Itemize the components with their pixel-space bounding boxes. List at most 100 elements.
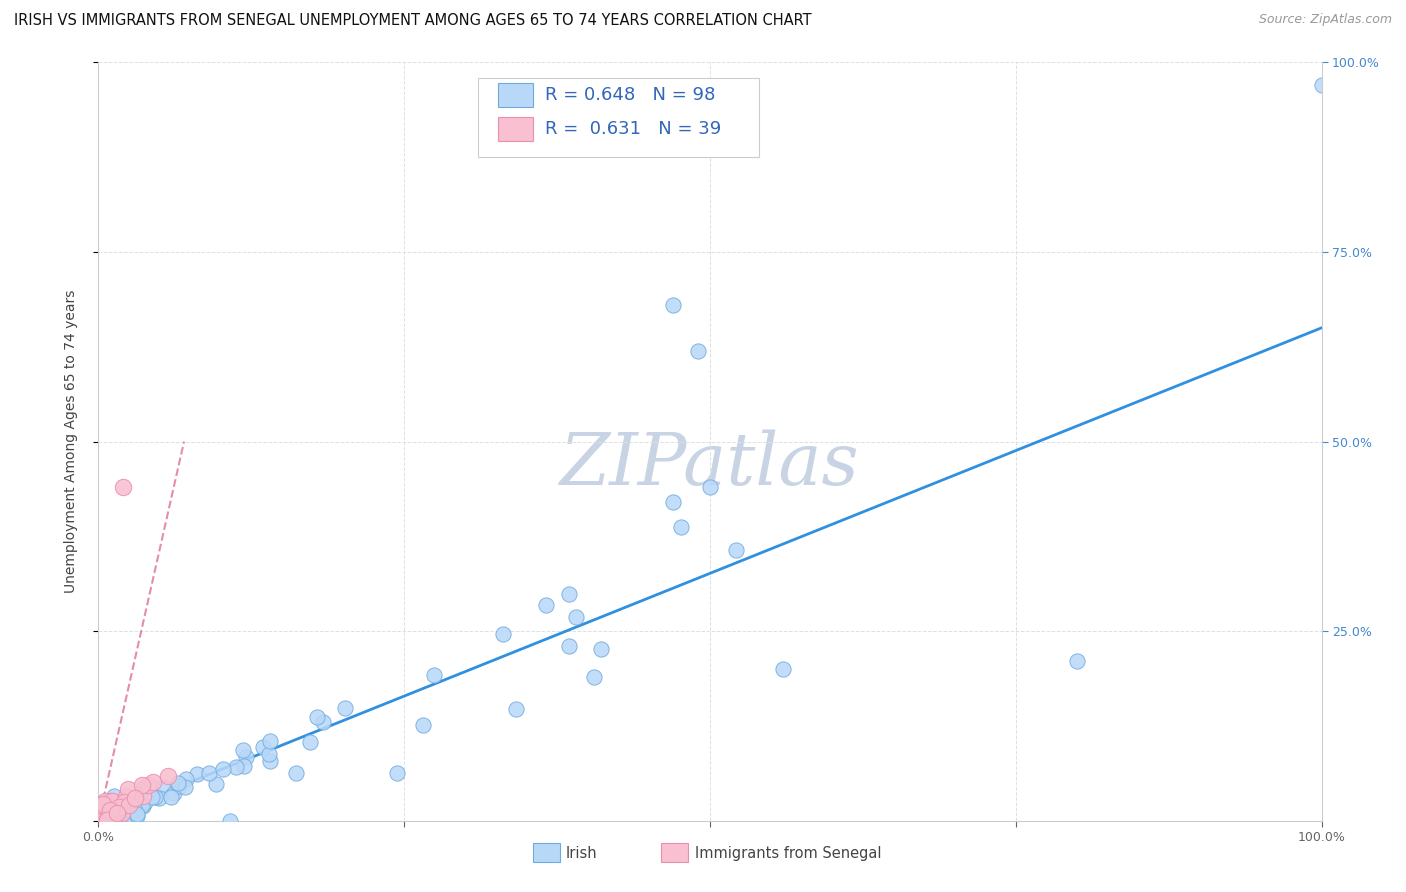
Point bbox=[725, 543, 748, 558]
Text: ZIPatlas: ZIPatlas bbox=[560, 429, 860, 500]
Point bbox=[134, 795, 156, 809]
Point bbox=[97, 813, 120, 827]
Point bbox=[118, 798, 141, 813]
Point bbox=[136, 778, 159, 792]
Point bbox=[93, 794, 115, 808]
Point bbox=[90, 810, 112, 824]
Point bbox=[90, 814, 112, 828]
Point bbox=[591, 642, 613, 657]
Point bbox=[103, 807, 125, 822]
Point bbox=[107, 799, 129, 814]
Point bbox=[1066, 655, 1088, 669]
Point bbox=[218, 814, 240, 828]
Point bbox=[115, 789, 138, 803]
Point bbox=[1310, 78, 1333, 92]
Point bbox=[100, 814, 122, 828]
Point bbox=[117, 801, 139, 815]
Point bbox=[124, 801, 146, 815]
Point bbox=[110, 798, 132, 813]
Point bbox=[121, 803, 143, 817]
Point bbox=[132, 781, 155, 796]
Point bbox=[115, 799, 138, 814]
Point bbox=[110, 809, 132, 823]
Text: Immigrants from Senegal: Immigrants from Senegal bbox=[696, 846, 882, 861]
Point bbox=[105, 810, 128, 824]
Point bbox=[100, 798, 122, 813]
Point bbox=[97, 814, 120, 828]
Point bbox=[91, 814, 114, 828]
Point bbox=[143, 790, 166, 805]
Point bbox=[232, 759, 254, 773]
Point bbox=[197, 766, 219, 780]
Point bbox=[173, 780, 195, 795]
Point bbox=[174, 772, 197, 787]
Point bbox=[94, 802, 117, 816]
Point bbox=[186, 766, 208, 780]
Point bbox=[100, 794, 122, 808]
Point bbox=[122, 814, 145, 828]
Point bbox=[141, 790, 163, 805]
Point bbox=[98, 798, 121, 813]
Point bbox=[105, 806, 128, 821]
Point bbox=[232, 743, 254, 757]
FancyBboxPatch shape bbox=[498, 117, 533, 141]
Point bbox=[91, 806, 114, 821]
Point bbox=[662, 298, 685, 312]
Point bbox=[252, 740, 274, 755]
Point bbox=[127, 809, 149, 823]
Point bbox=[104, 795, 127, 809]
Point bbox=[387, 766, 409, 780]
Point bbox=[235, 749, 257, 764]
Point bbox=[96, 811, 118, 825]
Point bbox=[422, 668, 444, 682]
Point bbox=[104, 814, 127, 828]
Point bbox=[112, 795, 135, 809]
Point bbox=[259, 734, 281, 748]
Point bbox=[97, 802, 120, 816]
Point bbox=[259, 754, 281, 768]
Point bbox=[90, 810, 112, 824]
FancyBboxPatch shape bbox=[661, 844, 688, 863]
Point bbox=[163, 786, 186, 800]
Point bbox=[565, 610, 588, 624]
Point bbox=[108, 801, 131, 815]
Point bbox=[96, 814, 118, 828]
Point bbox=[312, 714, 335, 729]
Point bbox=[225, 759, 247, 773]
Point bbox=[111, 480, 134, 494]
Point bbox=[132, 799, 155, 814]
Point bbox=[100, 804, 122, 818]
Point bbox=[101, 794, 124, 808]
Point bbox=[534, 598, 557, 612]
Point bbox=[132, 789, 155, 803]
Point bbox=[335, 700, 357, 714]
Point bbox=[105, 804, 128, 818]
FancyBboxPatch shape bbox=[533, 844, 560, 863]
Point bbox=[91, 810, 114, 824]
Point bbox=[558, 639, 581, 653]
Point bbox=[505, 701, 527, 715]
Point bbox=[412, 718, 434, 732]
Point bbox=[104, 798, 127, 813]
Point bbox=[90, 814, 112, 828]
Point bbox=[131, 797, 153, 812]
Point bbox=[89, 805, 111, 820]
Point bbox=[94, 814, 117, 828]
Point bbox=[124, 804, 146, 818]
Point bbox=[89, 814, 111, 828]
Point bbox=[212, 762, 235, 776]
Point bbox=[101, 812, 124, 826]
Point bbox=[94, 798, 117, 813]
Text: R = 0.648   N = 98: R = 0.648 N = 98 bbox=[546, 86, 716, 104]
Point bbox=[134, 784, 156, 798]
Point bbox=[117, 781, 139, 796]
Point bbox=[91, 797, 114, 811]
Point bbox=[131, 789, 153, 803]
Text: R =  0.631   N = 39: R = 0.631 N = 39 bbox=[546, 120, 721, 138]
Point bbox=[89, 814, 111, 828]
Point bbox=[98, 798, 121, 813]
Point bbox=[166, 776, 188, 790]
Point bbox=[105, 806, 128, 821]
Point bbox=[582, 670, 605, 684]
Point bbox=[699, 480, 721, 494]
